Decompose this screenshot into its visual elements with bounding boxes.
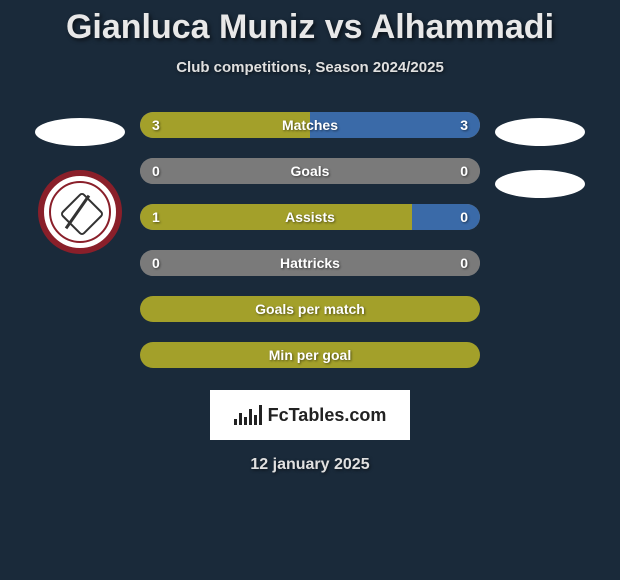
stat-value-left: 0 xyxy=(152,158,160,184)
page-title: Gianluca Muniz vs Alhammadi xyxy=(0,8,620,47)
club-badge-emblem-icon xyxy=(62,194,98,230)
stats-bars: Matches33Goals00Assists10Hattricks00Goal… xyxy=(140,112,480,368)
left-player-col xyxy=(30,112,130,254)
stat-bar: Hattricks0 0 xyxy=(140,250,480,276)
stat-label: Goals xyxy=(140,158,480,184)
club-badge-right xyxy=(495,170,585,198)
stat-value-right: 0 xyxy=(460,204,468,230)
stat-bar: Goals0 0 xyxy=(140,158,480,184)
stat-value-left: 3 xyxy=(152,112,160,138)
footer-date: 12 january 2025 xyxy=(0,456,620,474)
player-photo-right xyxy=(495,118,585,146)
stat-bar-full: Min per goal xyxy=(140,342,480,368)
stat-bar: Assists1 0 xyxy=(140,204,480,230)
fctables-logo-link[interactable]: FcTables.com xyxy=(210,390,410,440)
club-badge-left xyxy=(38,170,122,254)
content-row: Matches33Goals00Assists10Hattricks00Goal… xyxy=(0,112,620,368)
comparison-card: Gianluca Muniz vs Alhammadi Club competi… xyxy=(0,0,620,580)
subtitle: Club competitions, Season 2024/2025 xyxy=(0,59,620,76)
right-player-col xyxy=(490,112,590,198)
stat-bar: Matches3 3 xyxy=(140,112,480,138)
stat-value-right: 3 xyxy=(460,112,468,138)
stat-value-right: 0 xyxy=(460,250,468,276)
stat-value-left: 0 xyxy=(152,250,160,276)
logo-text: FcTables.com xyxy=(268,405,387,426)
stat-label: Assists xyxy=(140,204,480,230)
stat-label: Hattricks xyxy=(140,250,480,276)
stat-value-right: 0 xyxy=(460,158,468,184)
player-photo-left xyxy=(35,118,125,146)
stat-value-left: 1 xyxy=(152,204,160,230)
bar-chart-icon xyxy=(234,405,262,425)
stat-label: Matches xyxy=(140,112,480,138)
stat-bar-full: Goals per match xyxy=(140,296,480,322)
